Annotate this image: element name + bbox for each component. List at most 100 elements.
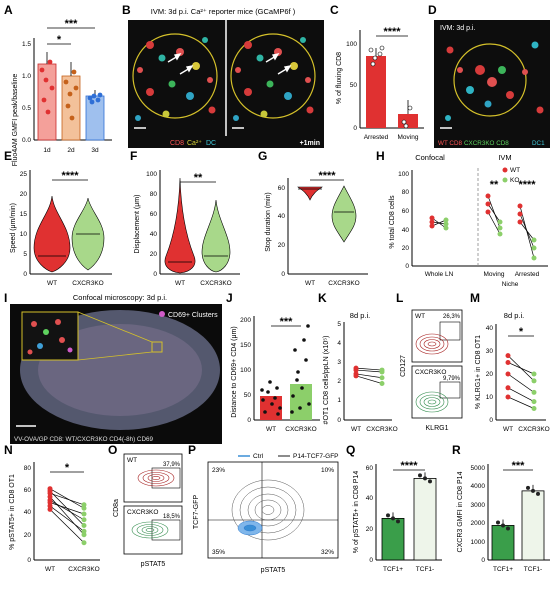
- dots-ko: [290, 324, 311, 414]
- header-ivm: IVM: [498, 153, 511, 162]
- y-tick: 1: [337, 397, 341, 404]
- point-ko-0: [531, 378, 537, 384]
- sig-label: ***: [280, 316, 294, 328]
- panel-C: C % of fluxing CD8 100 50 0 **** Arreste…: [330, 3, 424, 141]
- y-tick: 40: [24, 509, 32, 516]
- bars: [491, 484, 545, 561]
- y-tick: 80: [24, 465, 32, 472]
- dot-0-1: [391, 516, 395, 521]
- panel-letter: L: [396, 291, 403, 305]
- quadrant-tr: 10%: [321, 467, 334, 474]
- legend-strip: [434, 136, 550, 148]
- panel-title: IVM: 3d p.i.: [440, 25, 475, 32]
- gate: [151, 519, 181, 541]
- pair-line-1: [355, 369, 383, 373]
- sig-label: ***: [65, 18, 79, 30]
- y-tick: 60: [366, 465, 374, 472]
- point-ko-4: [81, 517, 87, 523]
- dot-0-0: [496, 520, 500, 525]
- contours-wt: [137, 469, 175, 487]
- y-axis-label: Speed (μm/min): [10, 203, 17, 253]
- y-tick: 40: [486, 325, 494, 332]
- point-wt-3: [505, 385, 511, 391]
- point-ko-1: [81, 523, 87, 528]
- y-tick: 20: [20, 191, 28, 198]
- y-tick: 1.0: [22, 73, 31, 80]
- y-tick: 10: [486, 394, 494, 401]
- plot-label: CXCR3KO: [127, 509, 158, 516]
- sig-label: ****: [518, 179, 536, 191]
- y-axis-label: Displacement (μm): [134, 195, 141, 254]
- panel-K: K 8d p.i. #OT1 CD8 cells/ppLN (x10⁵) 5 4…: [318, 291, 398, 433]
- panel-letter: A: [4, 3, 13, 17]
- y-tick: 10: [20, 231, 28, 238]
- x-tick: CXCR3KO: [72, 280, 103, 287]
- x-axis-label: pSTAT5: [261, 567, 286, 574]
- point-ko-7: [81, 540, 87, 546]
- bar-2d: [61, 75, 81, 141]
- y-tick: 40: [150, 231, 158, 238]
- panel-G: G Stop duration (min) 60 40 20 0 **** WT…: [258, 149, 368, 287]
- point-wt-0: [505, 353, 511, 359]
- flow-plot-ko: [123, 505, 183, 555]
- dots-ko: [443, 217, 537, 261]
- legend-dot-ko: [502, 177, 508, 183]
- y-tick: 50: [244, 392, 252, 399]
- y-tick: 2000: [471, 520, 486, 527]
- y-axis-label: % total CD8 cells: [389, 195, 396, 249]
- pair-line-6: [49, 505, 85, 532]
- gate-percent: 37,9%: [163, 462, 181, 468]
- x-tick: Arrested: [515, 271, 540, 278]
- y-tick: 0: [481, 557, 485, 564]
- x-tick: 3d: [91, 147, 99, 154]
- point-wt-1: [505, 360, 511, 365]
- y-tick: 60: [402, 208, 410, 215]
- panel-M: M 8d p.i. % KLRG1+ in CD8 OT1 40 30 20 1…: [470, 291, 550, 433]
- panel-H: H Confocal IVM % total CD8 cells 100 80 …: [376, 149, 548, 288]
- panel-N: N % pSTAT5+ in CD8 OT1 80 60 40 20 0 * W…: [4, 443, 100, 573]
- y-tick: 60: [278, 185, 286, 192]
- x-tick: WT: [351, 426, 361, 433]
- y-tick: 1000: [471, 539, 486, 546]
- dots-2d: [63, 69, 79, 121]
- contours-wt: [415, 333, 449, 355]
- y-axis-label: CD127: [400, 355, 407, 377]
- legend-ko: KO: [510, 177, 519, 184]
- x-tick: TCF1-: [416, 566, 434, 573]
- point-wt-2: [47, 490, 53, 496]
- roi-circle: [453, 43, 527, 117]
- legend-strip: [10, 432, 222, 444]
- dot-0-2: [506, 526, 510, 531]
- flow-plot: [207, 461, 339, 559]
- point-wt-5: [47, 500, 53, 505]
- legend-wt: WT CD8: [438, 140, 463, 147]
- contours-ko: [415, 391, 449, 413]
- y-axis-label: TCF7-GFP: [193, 495, 200, 530]
- y-tick: 0: [27, 557, 31, 564]
- sig-label: **: [490, 179, 499, 191]
- y-tick: 100: [146, 171, 157, 178]
- pair-line-1: [507, 362, 535, 375]
- legend-strip: [128, 136, 324, 148]
- y-tick: 100: [346, 41, 357, 48]
- sig-label: ****: [400, 460, 418, 472]
- bar-arrested: [366, 56, 386, 128]
- y-tick: 100: [398, 171, 409, 178]
- plot-label: WT: [415, 313, 425, 320]
- panel-title: Confocal microscopy: 3d p.i.: [73, 293, 167, 302]
- bar-TCF1+: [381, 518, 405, 561]
- point-ko-3: [531, 399, 537, 405]
- y-tick: 40: [278, 213, 286, 220]
- y-tick: 2: [337, 378, 341, 385]
- panel-letter: R: [452, 443, 461, 457]
- y-axis-label: Distance to CD69+ CD4 (μm): [231, 326, 238, 417]
- point-wt-3: [353, 373, 359, 379]
- panel-letter: D: [428, 3, 437, 17]
- sig-label: **: [194, 172, 203, 184]
- paired-lines: [47, 486, 87, 546]
- contours-ko: [131, 521, 169, 539]
- y-tick: 150: [240, 342, 251, 349]
- y-tick: 20: [486, 371, 494, 378]
- y-tick: 0: [489, 417, 493, 424]
- inset-connector: [77, 311, 153, 343]
